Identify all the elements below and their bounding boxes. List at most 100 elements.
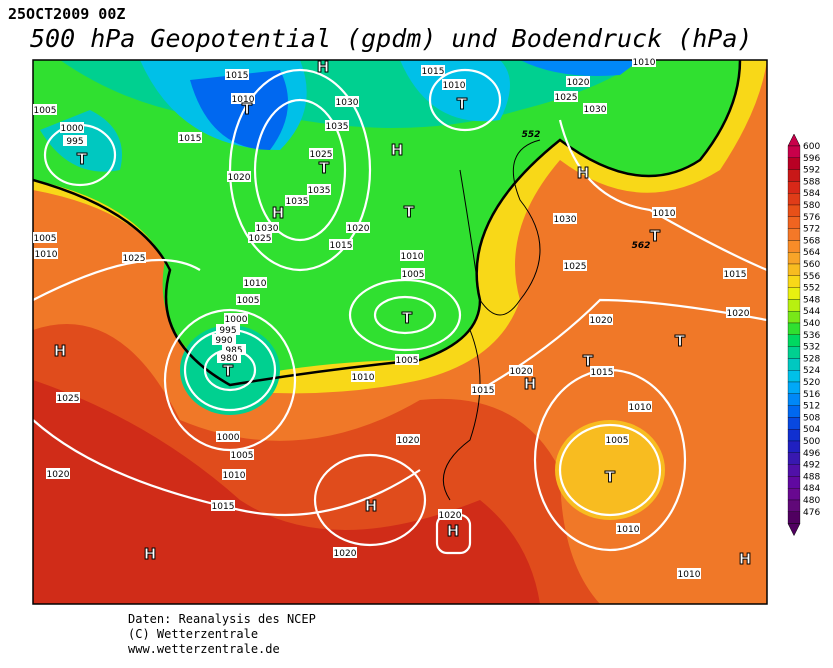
colorbar-tick-label: 496 <box>803 449 820 459</box>
colorbar-tick-label: 560 <box>803 260 820 270</box>
isobar-label-bg <box>309 148 333 159</box>
isobar-label-bg <box>400 250 424 261</box>
isobar-label: 1025 <box>249 234 272 244</box>
isobar-label: 1015 <box>422 67 445 77</box>
colorbar-swatch <box>787 193 801 206</box>
isobar-label-bg <box>225 69 249 80</box>
colorbar-tick-label: 576 <box>803 213 820 223</box>
isobar-label-bg <box>563 260 587 271</box>
colorbar-swatch <box>787 464 801 477</box>
colorbar-swatch <box>787 145 801 158</box>
isobar-label: 1020 <box>590 316 613 326</box>
isobar-label: 1005 <box>606 436 629 446</box>
colorbar-tick-label: 488 <box>803 472 820 482</box>
colorbar-tick-label: 476 <box>803 508 820 518</box>
colorbar-tick-label: 592 <box>803 166 820 176</box>
isobar-label-bg <box>401 268 425 279</box>
colorbar-arrow-top <box>787 133 801 147</box>
isobar-label-bg <box>325 120 349 131</box>
pressure-center: H <box>577 164 590 182</box>
isobar-label-bg <box>583 103 607 114</box>
isobar-label-bg <box>590 366 614 377</box>
pressure-center: T <box>319 159 330 177</box>
colorbar-swatch <box>787 381 801 394</box>
isobar-label-bg <box>212 334 236 345</box>
pressure-center: T <box>605 468 616 486</box>
isobar-label: 1010 <box>653 209 676 219</box>
colorbar-tick-label: 564 <box>803 248 820 258</box>
isobar-label-bg <box>46 468 70 479</box>
isobar-label-bg <box>677 568 701 579</box>
pressure-center: H <box>144 545 157 563</box>
colorbar-swatch <box>787 240 801 253</box>
colorbar-swatch <box>787 181 801 194</box>
date: 25OCT2009 00Z <box>8 5 125 23</box>
isobar-label: 1015 <box>179 134 202 144</box>
colorbar-swatch <box>787 499 801 512</box>
colorbar-tick-label: 540 <box>803 319 820 329</box>
pressure-center: H <box>739 550 752 568</box>
isobar-label: 1015 <box>212 502 235 512</box>
isobar-label-bg <box>554 91 578 102</box>
isobar-label-bg <box>248 232 272 243</box>
colorbar-tick-label: 492 <box>803 461 820 471</box>
isobar-label: 1010 <box>352 373 375 383</box>
colorbar-tick-label: 532 <box>803 343 820 353</box>
isobar-label-bg <box>227 171 251 182</box>
colorbar-tick-label: 600 <box>803 142 820 152</box>
isobar-label: 1010 <box>629 403 652 413</box>
isobar-label: 1000 <box>225 315 248 325</box>
colorbar-tick-label: 556 <box>803 272 820 282</box>
colorbar-swatch <box>787 511 801 524</box>
isobar-label-bg <box>222 344 246 355</box>
colorbar-tick-label: 568 <box>803 236 820 246</box>
colorbar-swatch <box>787 287 801 300</box>
colorbar-tick-label: 484 <box>803 484 820 494</box>
pressure-center: H <box>524 375 537 393</box>
isobar-label: 1030 <box>554 215 577 225</box>
colorbar-tick-label: 536 <box>803 331 820 341</box>
isobar-label-bg <box>726 307 750 318</box>
isobar-label: 1010 <box>617 525 640 535</box>
isobar-label: 1010 <box>223 471 246 481</box>
colorbar-tick-label: 480 <box>803 496 820 506</box>
isobar-label-bg <box>396 434 420 445</box>
colorbar-swatch <box>787 452 801 465</box>
isobar-label: 1010 <box>244 279 267 289</box>
isobar-label: 1015 <box>472 386 495 396</box>
isobar-label: 1020 <box>727 309 750 319</box>
isobar-label: 1005 <box>34 234 57 244</box>
isobar-label: 980 <box>220 354 237 364</box>
isobar-label: 1025 <box>57 394 80 404</box>
colorbar-tick-label: 588 <box>803 177 820 187</box>
isobar-label: 1020 <box>567 78 590 88</box>
colorbar-swatch <box>787 358 801 371</box>
isobar-label: 1030 <box>584 105 607 115</box>
isobar-label: 1020 <box>228 173 251 183</box>
footer-line: www.wetterzentrale.de <box>128 642 280 656</box>
isobar-label-bg <box>33 232 57 243</box>
isobar-label: 1015 <box>330 241 353 251</box>
isobar-label-bg <box>230 449 254 460</box>
isobar-label: 1035 <box>326 122 349 132</box>
colorbar-tick-label: 516 <box>803 390 820 400</box>
colorbar-swatch <box>787 346 801 359</box>
isobar-label: 995 <box>219 326 236 336</box>
colorbar-swatch <box>787 370 801 383</box>
isobar-label-bg <box>566 76 590 87</box>
pressure-center: H <box>272 204 285 222</box>
isobar-label: 1000 <box>217 433 240 443</box>
pressure-center: T <box>223 362 234 380</box>
colorbar-tick-label: 520 <box>803 378 820 388</box>
isobar-label: 1005 <box>34 106 57 116</box>
isobar-label-bg <box>589 314 613 325</box>
colorbar-tick-label: 552 <box>803 284 820 294</box>
isobar-label: 1000 <box>61 124 84 134</box>
colorbar-swatch <box>787 252 801 265</box>
pressure-center: T <box>404 203 415 221</box>
isobar-label: 1005 <box>396 356 419 366</box>
colorbar-swatch <box>787 322 801 335</box>
colorbar-swatch <box>787 204 801 217</box>
colorbar-swatch <box>787 263 801 276</box>
